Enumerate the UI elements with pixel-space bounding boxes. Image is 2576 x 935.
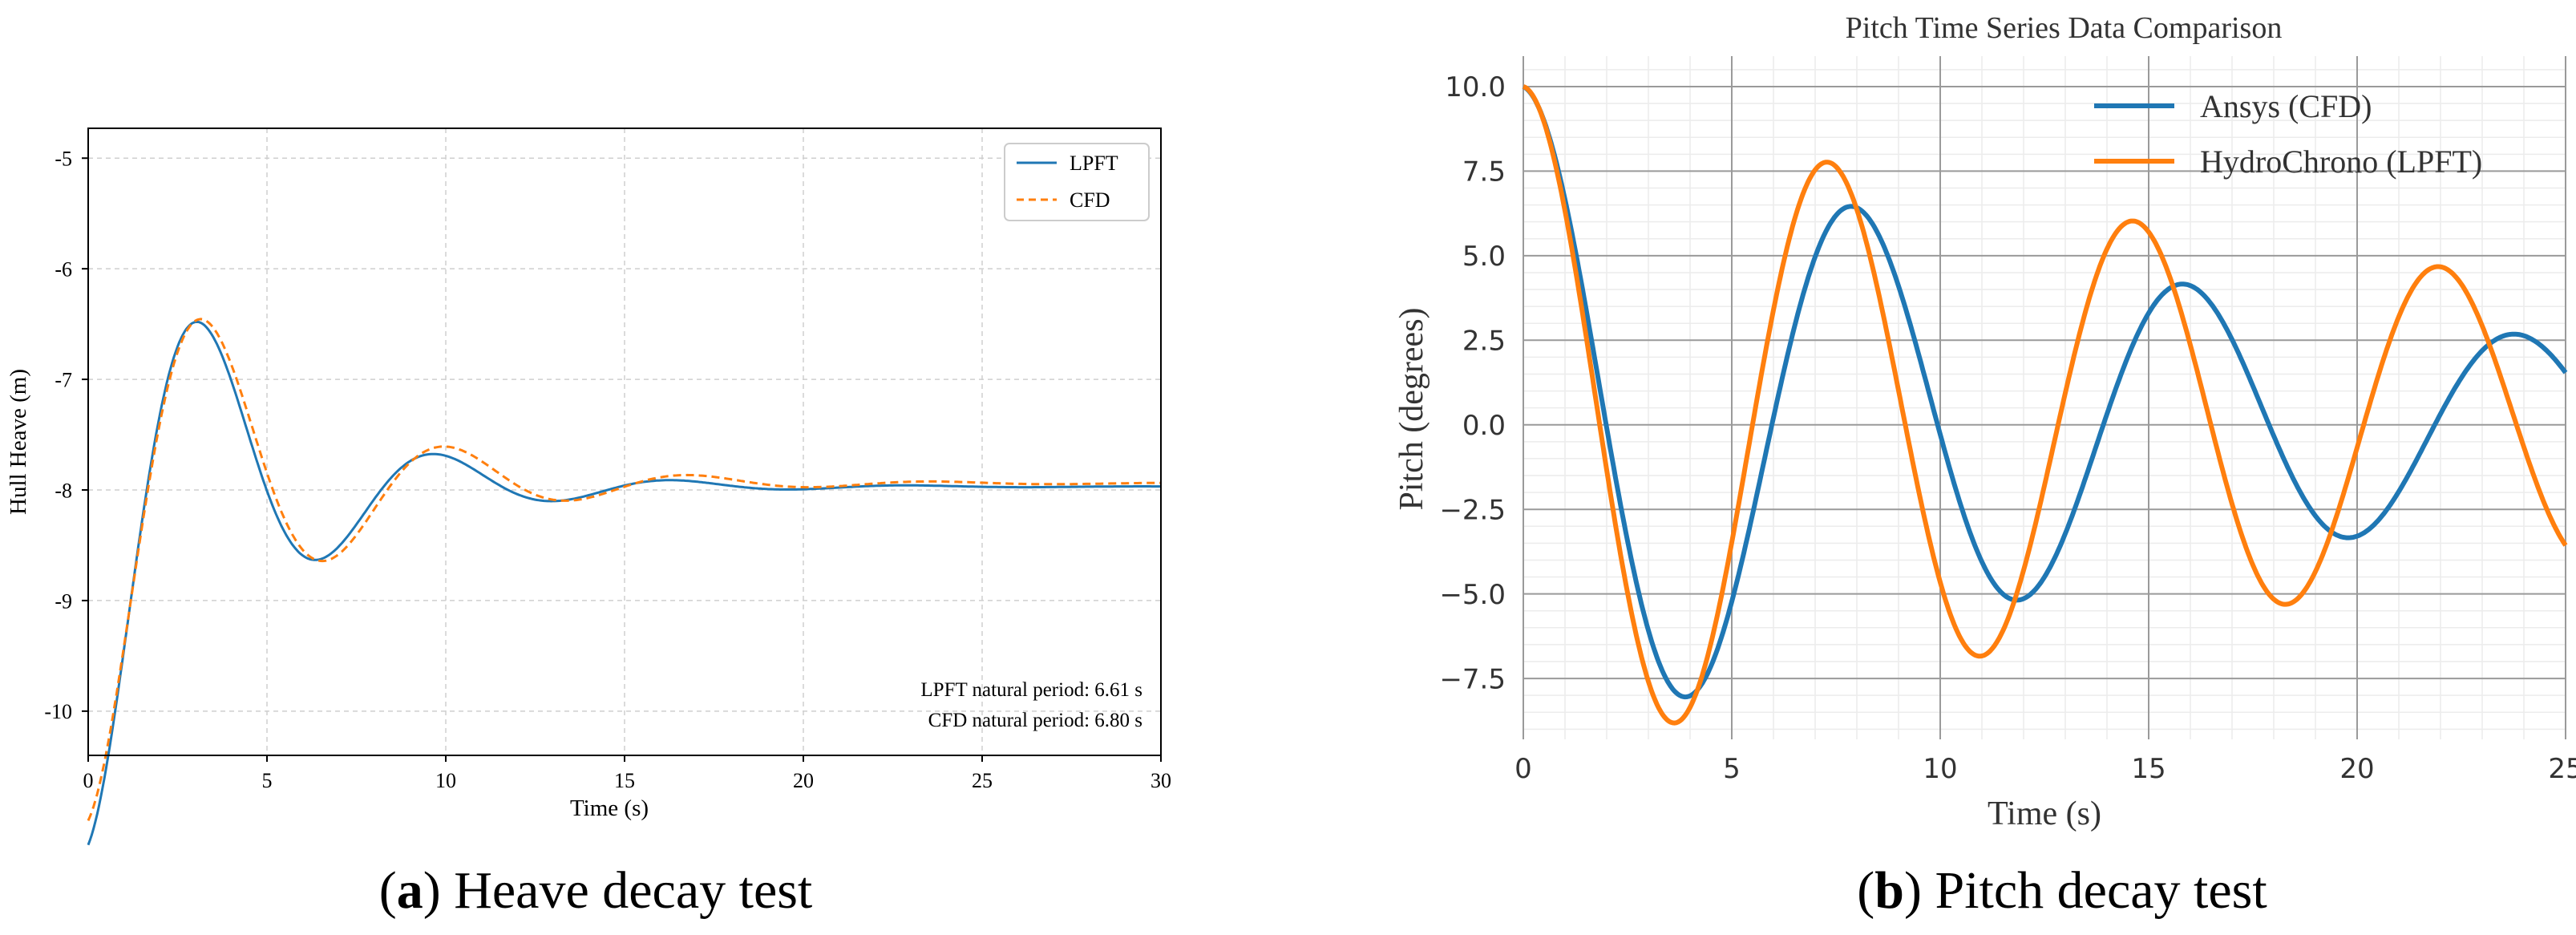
pitch-y-axis-label: Pitch (degrees) [1393,307,1430,510]
x-tick-label: 10 [435,769,456,792]
x-tick-label: 20 [2339,753,2374,785]
x-tick-label: 15 [614,769,635,792]
x-tick-label: 5 [262,769,273,792]
y-tick-label: −2.5 [1439,494,1506,526]
caption-b-label: b [1874,861,1904,920]
y-tick-label: 2.5 [1462,326,1506,358]
y-tick-label: 7.5 [1462,156,1506,188]
x-tick-label: 10 [1923,753,1957,785]
heave-x-axis-label: Time (s) [570,795,649,821]
caption-a-label: a [397,861,423,920]
heave-y-axis-label: Hull Heave (m) [6,369,31,515]
heave-legend-label-cfd: CFD [1070,188,1110,212]
y-tick-label: 10.0 [1445,71,1506,103]
x-tick-label: 30 [1151,769,1171,792]
x-tick-label: 25 [2548,753,2576,785]
series-line-cfd [87,318,1161,821]
y-tick-label: -9 [55,589,72,613]
y-tick-label: −5.0 [1439,579,1506,611]
pitch-series [1522,84,2568,726]
y-tick-label: -6 [55,258,72,281]
pitch-x-axis-label: Time (s) [1988,795,2101,832]
heave-legend-label-lpft: LPFT [1070,152,1118,175]
heave-annotation-cfd-period: CFD natural period: 6.80 s [928,710,1142,731]
pitch-legend-label-ansys: Ansys (CFD) [2200,88,2372,124]
caption-b: (b) Pitch decay test [1857,861,2267,920]
y-tick-label: -8 [55,479,72,502]
y-tick-label: -10 [44,700,72,723]
x-tick-label: 0 [1514,753,1532,785]
pitch-legend: Ansys (CFD) HydroChrono (LPFT) [2094,88,2482,180]
series-line-lpft [87,320,1161,846]
pitch-plot-area [1523,56,2566,739]
series-line-hydrochrono-lpft [1522,84,2568,726]
heave-annotation-lpft-period: LPFT natural period: 6.61 s [920,679,1142,701]
pitch-chart: Pitch Time Series Data Comparison 0 5 10 15… [1393,11,2576,920]
heave-legend: LPFT CFD [1004,143,1150,221]
y-tick-label: -5 [55,148,72,171]
heave-grid [87,128,1162,755]
pitch-ticks: 0 5 10 15 20 25 10.0 7.5 5.0 2.5 0.0 −2.5 −5.0 −7.5 [1439,71,2576,785]
x-tick-label: 15 [2131,753,2166,785]
caption-b-text: Pitch decay test [1922,861,2267,920]
pitch-legend-label-hydrochrono: HydroChrono (LPFT) [2200,144,2482,180]
x-tick-label: 20 [793,769,814,792]
y-tick-label: 5.0 [1462,241,1506,273]
x-tick-label: 5 [1723,753,1741,785]
pitch-title: Pitch Time Series Data Comparison [1846,11,2283,45]
heave-series [87,318,1161,846]
y-tick-label: −7.5 [1439,663,1506,695]
x-tick-label: 25 [972,769,993,792]
heave-chart: 0 5 10 15 20 25 30 -10 -9 -8 -7 -6 -5 Time (s) Hull … [6,128,1171,920]
y-tick-label: 0.0 [1462,410,1506,442]
caption-a-text: Heave decay test [441,861,813,920]
y-tick-label: -7 [55,368,72,391]
x-tick-label: 0 [83,769,94,792]
heave-ticks: 0 5 10 15 20 25 30 -10 -9 -8 -7 -6 -5 [44,148,1171,792]
caption-a: (a) Heave decay test [379,861,813,920]
